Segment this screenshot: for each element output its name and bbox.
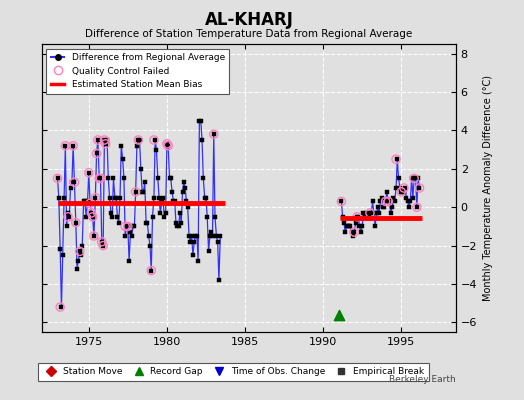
Point [72,219,80,226]
Point [90,233,98,239]
Point [94,137,102,143]
Point [124,223,132,230]
Point [89,214,97,220]
Point [397,189,406,195]
Point [97,238,106,245]
Point [384,198,392,205]
Point [381,198,390,205]
Legend: Difference from Regional Average, Quality Control Failed, Estimated Station Mean: Difference from Regional Average, Qualit… [47,48,230,94]
Point [410,175,418,182]
Point [353,214,361,220]
Point [99,242,107,249]
Point [210,131,218,138]
Point [350,229,358,235]
Point [69,142,78,149]
Point [416,185,424,191]
Point [70,179,79,186]
Point [147,267,156,274]
Point [53,175,62,182]
Point [75,248,84,254]
Point [121,223,129,230]
Point [400,185,408,191]
Point [366,210,374,216]
Point [88,210,96,216]
Point [61,142,70,149]
Legend: Station Move, Record Gap, Time of Obs. Change, Empirical Break: Station Move, Record Gap, Time of Obs. C… [38,363,429,381]
Point [96,175,105,182]
Point [162,141,171,147]
Point [84,170,93,176]
Point [102,141,110,147]
Point [91,194,100,201]
Title: AL-KHARJ: AL-KHARJ [204,10,293,28]
Point [95,175,103,182]
Point [86,200,94,206]
Point [132,189,140,195]
Point [56,304,64,310]
Point [334,312,343,318]
Text: Difference of Station Temperature Data from Regional Average: Difference of Station Temperature Data f… [85,29,412,39]
Point [164,142,172,149]
Point [150,137,158,143]
Point [134,137,143,143]
Y-axis label: Monthly Temperature Anomaly Difference (°C): Monthly Temperature Anomaly Difference (… [483,75,493,301]
Point [412,204,421,210]
Point [392,156,400,162]
Point [337,198,345,205]
Point [64,214,72,220]
Point [92,150,101,157]
Text: Berkeley Earth: Berkeley Earth [389,375,456,384]
Point [100,137,108,143]
